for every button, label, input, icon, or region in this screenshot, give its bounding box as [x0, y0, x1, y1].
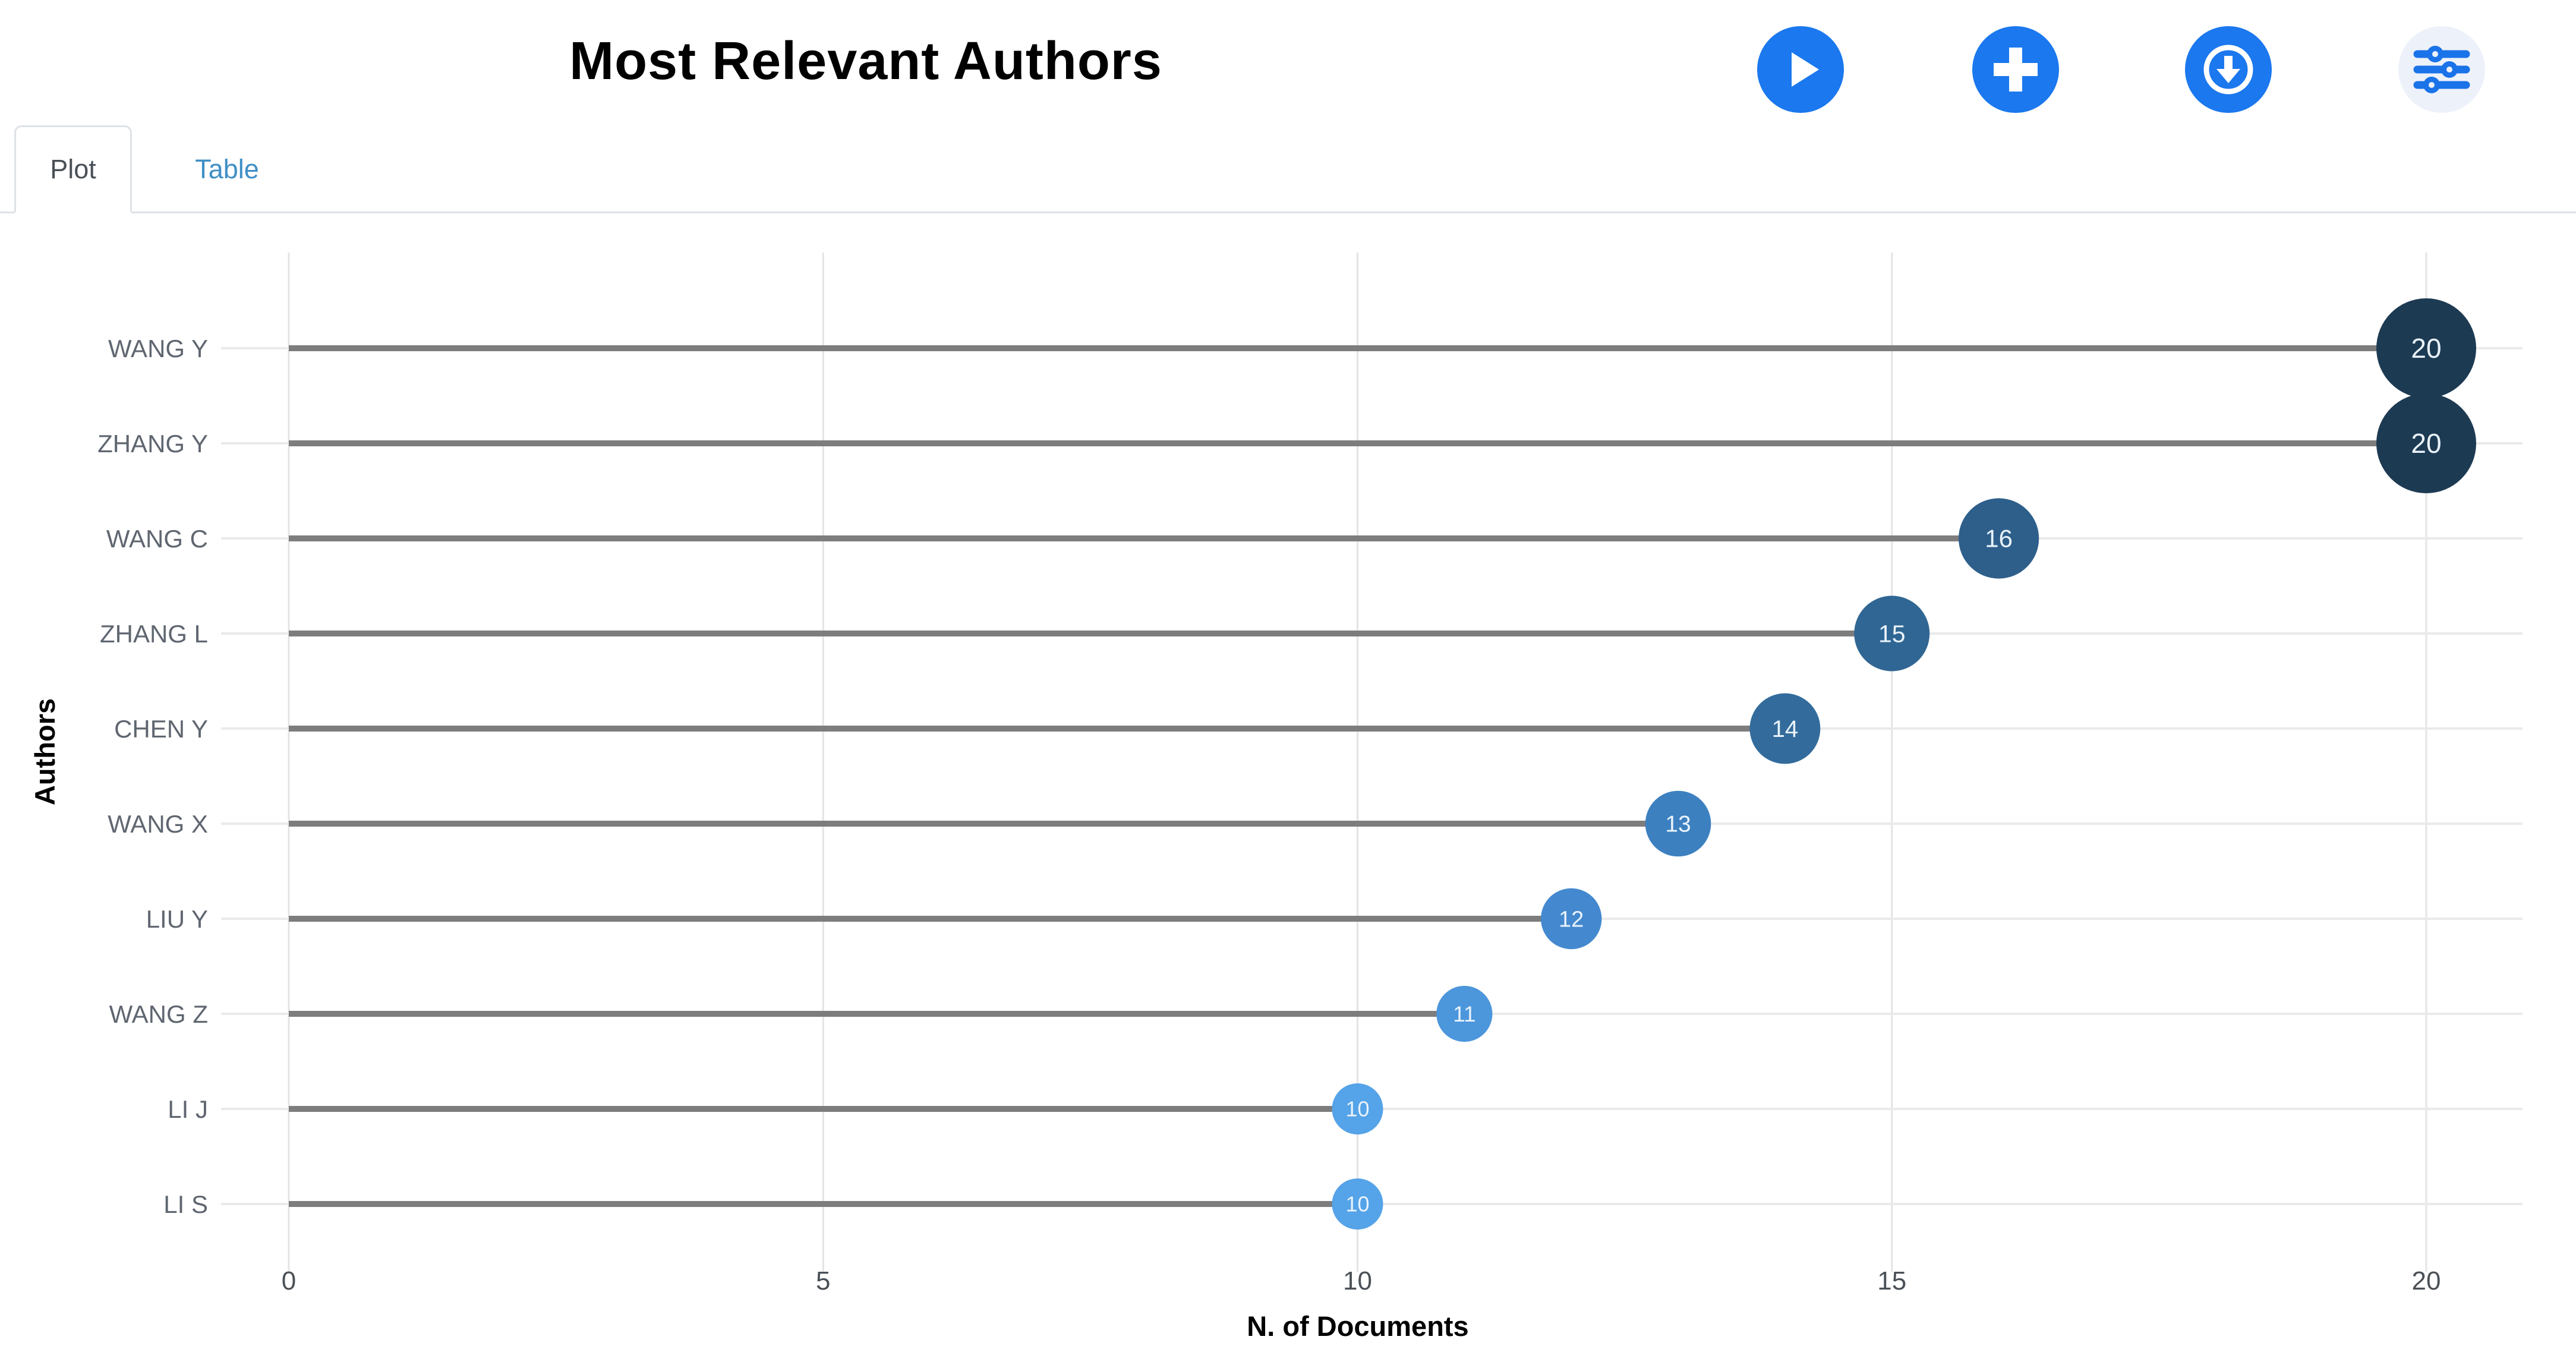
data-point-label: 11 [1453, 1002, 1475, 1026]
download-icon [2185, 26, 2272, 113]
data-point[interactable] [1749, 693, 1821, 764]
data-point[interactable] [1854, 595, 1930, 672]
x-tick-label: 0 [282, 1266, 296, 1296]
data-point-label: 20 [2411, 333, 2441, 364]
page-title: Most Relevant Authors [569, 31, 1162, 91]
x-tick-label: 15 [1877, 1266, 1906, 1296]
x-tick-label: 20 [2412, 1266, 2441, 1296]
data-point-label: 10 [1345, 1097, 1369, 1121]
x-tick-label: 10 [1343, 1266, 1372, 1296]
data-point-label: 13 [1665, 812, 1691, 837]
filters-button[interactable] [2398, 26, 2485, 113]
sliders-icon [2398, 26, 2485, 113]
y-axis-category-label: LI J [168, 1095, 208, 1123]
data-point[interactable] [1541, 888, 1602, 950]
data-point-label: 10 [1345, 1192, 1369, 1216]
y-axis-category-label: CHEN Y [114, 715, 208, 743]
tab-plot[interactable]: Plot [14, 125, 132, 213]
y-axis-title: Authors [29, 698, 61, 805]
y-axis-category-label: WANG X [108, 810, 208, 838]
add-button[interactable] [1972, 26, 2059, 113]
y-axis-category-label: WANG C [106, 525, 208, 553]
data-point-label: 12 [1559, 907, 1584, 932]
y-axis-category-label: WANG Z [109, 1000, 208, 1028]
data-point[interactable] [1332, 1178, 1383, 1230]
data-point[interactable] [1645, 790, 1711, 857]
data-point[interactable] [2376, 298, 2476, 398]
run-button[interactable] [1757, 26, 1844, 113]
data-point[interactable] [1959, 498, 2039, 579]
tab-table-label: Table [195, 154, 259, 184]
tab-plot-label: Plot [50, 154, 96, 184]
y-axis-category-label: ZHANG Y [97, 430, 208, 458]
data-point-label: 15 [1878, 620, 1906, 647]
play-icon [1757, 26, 1844, 113]
tab-table[interactable]: Table [168, 125, 286, 213]
download-button[interactable] [2185, 26, 2272, 113]
data-point-label: 14 [1772, 716, 1799, 742]
x-tick-label: 5 [816, 1266, 830, 1296]
y-axis-category-label: ZHANG L [100, 620, 208, 648]
y-axis-category-label: LI S [163, 1190, 208, 1218]
data-point[interactable] [1436, 985, 1493, 1042]
data-point-label: 16 [1985, 525, 2013, 553]
tabs-divider [0, 212, 2576, 213]
x-axis-title: N. of Documents [1247, 1310, 1468, 1342]
plus-icon [1972, 26, 2059, 113]
data-point[interactable] [1332, 1083, 1383, 1134]
y-axis-category-label: LIU Y [146, 905, 208, 933]
y-axis-category-label: WANG Y [108, 335, 208, 363]
data-point-label: 20 [2411, 428, 2441, 459]
data-point[interactable] [2376, 393, 2476, 493]
